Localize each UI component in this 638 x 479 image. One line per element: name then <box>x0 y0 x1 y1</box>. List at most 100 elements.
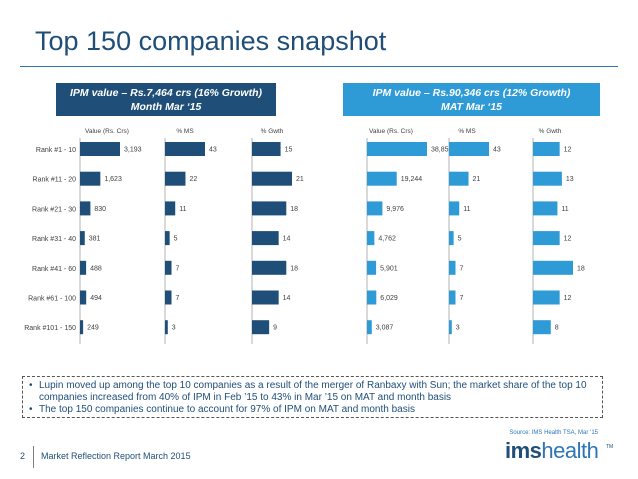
bar <box>449 171 469 186</box>
data-label: 43 <box>209 147 217 154</box>
note-item: • Lupin moved up among the top 10 compan… <box>29 380 596 404</box>
mat-banner-line1: IPM value – Rs.90,346 crs (12% Growth) <box>372 86 571 99</box>
bar <box>449 260 456 275</box>
bar <box>533 260 573 275</box>
panel-header: Value (Rs. Crs) <box>369 128 413 135</box>
data-label: 7 <box>460 265 464 272</box>
data-label: 14 <box>283 236 291 243</box>
mat-banner-line2: MAT Mar ‘15 <box>440 100 503 113</box>
bar <box>533 171 562 186</box>
bar <box>367 320 372 335</box>
bar <box>165 201 176 216</box>
data-label: 7 <box>176 295 180 302</box>
data-label: 9 <box>273 325 277 332</box>
month-banner-line2: Month Mar ‘15 <box>130 100 202 113</box>
bar <box>449 231 454 246</box>
ims-health-logo: imshealth <box>505 438 599 463</box>
bar <box>367 260 377 275</box>
data-label: 381 <box>89 236 101 243</box>
note-text: Lupin moved up among the top 10 companie… <box>39 380 587 403</box>
data-label: 18 <box>577 265 585 272</box>
data-label: 21 <box>296 176 304 183</box>
bar <box>165 171 186 186</box>
bar <box>80 260 87 275</box>
bar <box>80 171 101 186</box>
bar <box>252 260 287 275</box>
data-label: 9,976 <box>386 206 404 213</box>
data-label: 488 <box>90 265 102 272</box>
data-label: 3 <box>456 325 460 332</box>
bar <box>252 320 270 335</box>
bullet-icon: • <box>29 380 33 391</box>
bar <box>165 320 168 335</box>
bar <box>533 231 560 246</box>
bar <box>165 231 170 246</box>
bar <box>367 290 377 305</box>
data-label: 11 <box>179 206 186 213</box>
page-number: 2 <box>20 451 26 461</box>
data-label: 18 <box>290 265 298 272</box>
bar <box>367 201 383 216</box>
data-label: 6,029 <box>380 295 398 302</box>
bar <box>449 290 456 305</box>
bar <box>165 290 172 305</box>
data-label: 5,901 <box>380 265 398 272</box>
data-label: 3,193 <box>124 147 142 154</box>
data-label: 12 <box>564 236 572 243</box>
category-label: Rank #1 - 10 <box>36 147 76 154</box>
bar <box>533 290 560 305</box>
data-label: 3 <box>172 325 176 332</box>
trademark-mark: TM <box>606 444 614 450</box>
data-label: 14 <box>283 295 291 302</box>
bar <box>449 142 489 156</box>
bar <box>80 290 87 305</box>
data-label: 12 <box>564 295 572 302</box>
data-label: 1,623 <box>104 176 122 183</box>
data-label: 15 <box>285 147 293 154</box>
note-text: The top 150 companies continue to accoun… <box>39 404 415 415</box>
data-label: 43 <box>493 147 501 154</box>
mat-banner: IPM value – Rs.90,346 crs (12% Growth) M… <box>343 83 600 116</box>
bar <box>533 320 551 335</box>
notes-box: • Lupin moved up among the top 10 compan… <box>22 376 603 418</box>
panel-header: % Gwth <box>261 128 284 135</box>
data-label: 22 <box>189 176 197 183</box>
panel-header: Value (Rs. Crs) <box>85 128 129 135</box>
data-label: 13 <box>566 176 574 183</box>
data-label: 11 <box>561 206 568 213</box>
category-label: Rank #21 - 30 <box>32 206 76 213</box>
footer-text: Market Reflection Report March 2015 <box>41 451 191 461</box>
category-label: Rank #61 - 100 <box>28 296 76 303</box>
panel-header: % MS <box>176 128 194 135</box>
bar <box>449 320 452 335</box>
data-label: 494 <box>90 295 102 302</box>
bar <box>533 142 560 156</box>
page-title: Top 150 companies snapshot <box>35 26 387 56</box>
bar <box>80 320 84 335</box>
bullet-icon: • <box>29 404 33 415</box>
bar <box>252 142 281 156</box>
data-label: 5 <box>458 236 462 243</box>
data-label: 18 <box>290 206 298 213</box>
data-label: 21 <box>473 176 481 183</box>
bar <box>252 201 287 216</box>
bar <box>367 142 427 156</box>
data-label: 19,244 <box>401 176 423 183</box>
data-label: 8 <box>555 325 559 332</box>
data-label: 249 <box>87 325 99 332</box>
data-label: 38,851 <box>431 147 453 154</box>
data-label: 3,087 <box>376 325 394 332</box>
month-banner-line1: IPM value – Rs.7,464 crs (16% Growth) <box>70 86 262 99</box>
bar-charts: Rank #1 - 10 Rank #11 - 20 Rank #21 - 30 Ra… <box>24 128 585 344</box>
bar <box>367 171 397 186</box>
title-rule <box>20 66 618 67</box>
bar <box>252 231 279 246</box>
data-label: 7 <box>176 265 180 272</box>
note-item: • The top 150 companies continue to acco… <box>29 404 596 416</box>
footer-divider <box>33 446 34 468</box>
panel-header: % Gwth <box>539 128 562 135</box>
bar <box>367 231 375 246</box>
bar <box>80 201 91 216</box>
category-label: Rank #11 - 20 <box>33 177 77 184</box>
panel-header: % MS <box>458 128 476 135</box>
